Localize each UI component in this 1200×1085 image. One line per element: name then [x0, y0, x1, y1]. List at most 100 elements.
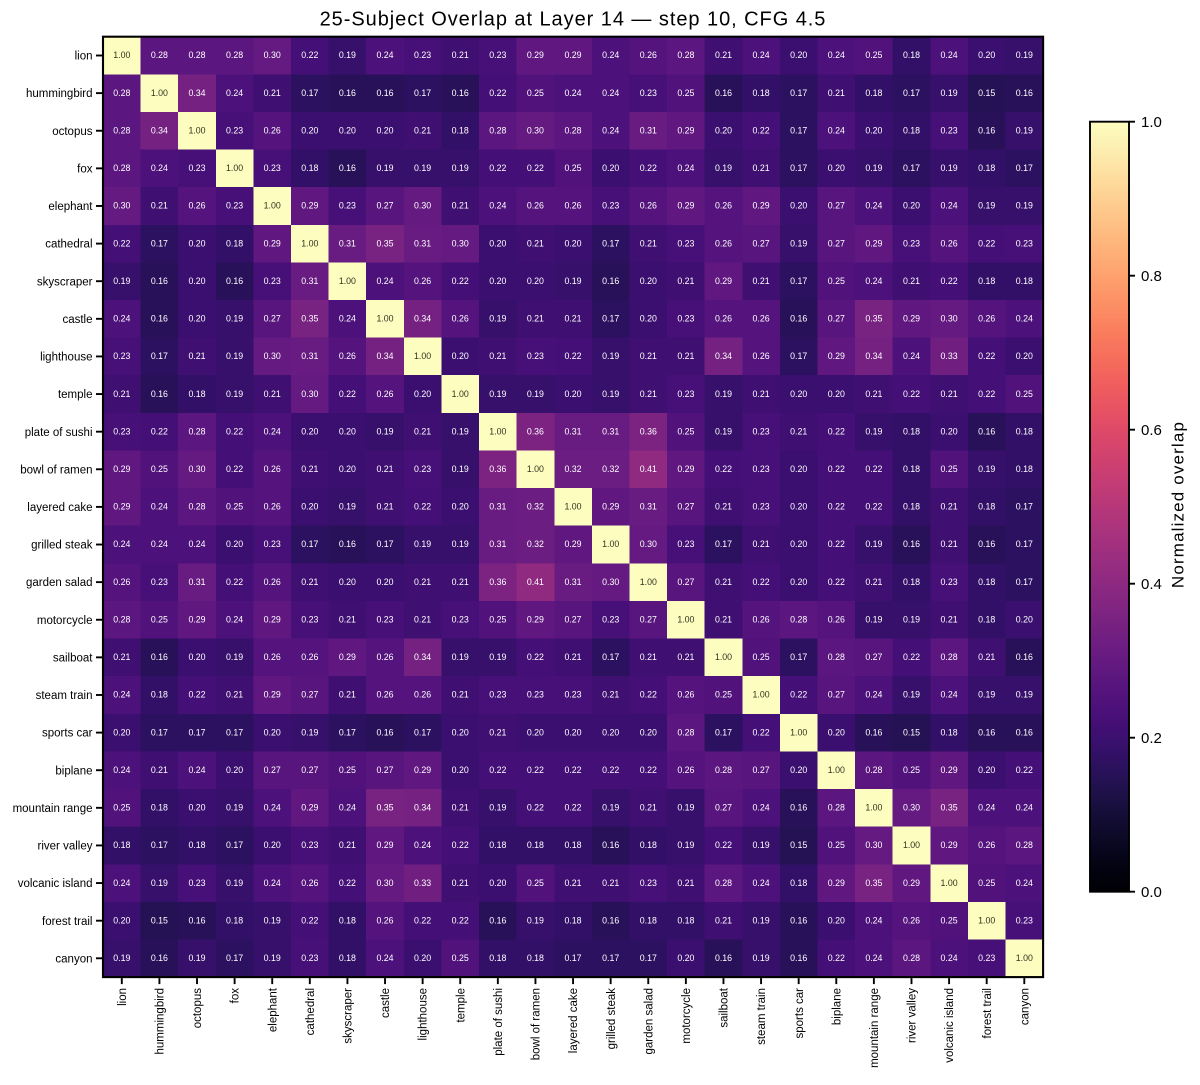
svg-text:0.24: 0.24: [376, 953, 393, 963]
svg-text:0.28: 0.28: [715, 878, 732, 888]
svg-text:0.35: 0.35: [376, 238, 393, 248]
svg-text:0.29: 0.29: [527, 614, 544, 624]
svg-text:0.22: 0.22: [151, 426, 168, 436]
svg-text:0.24: 0.24: [264, 878, 281, 888]
svg-text:0.26: 0.26: [414, 276, 431, 286]
svg-text:0.26: 0.26: [376, 915, 393, 925]
svg-text:0.15: 0.15: [978, 88, 995, 98]
svg-text:0.30: 0.30: [941, 314, 958, 324]
svg-text:1.00: 1.00: [376, 314, 393, 324]
svg-text:0.19: 0.19: [602, 351, 619, 361]
svg-text:0.26: 0.26: [376, 690, 393, 700]
svg-text:0.29: 0.29: [828, 878, 845, 888]
svg-text:0.16: 0.16: [978, 426, 995, 436]
svg-text:0.27: 0.27: [865, 652, 882, 662]
svg-text:0.22: 0.22: [339, 878, 356, 888]
svg-text:0.22: 0.22: [753, 577, 770, 587]
svg-text:0.23: 0.23: [903, 238, 920, 248]
svg-text:0.21: 0.21: [677, 351, 694, 361]
svg-text:0.28: 0.28: [226, 50, 243, 60]
svg-text:0.22: 0.22: [640, 690, 657, 700]
svg-text:0.31: 0.31: [564, 426, 581, 436]
svg-text:0.23: 0.23: [602, 614, 619, 624]
svg-text:0.26: 0.26: [978, 840, 995, 850]
svg-text:0.29: 0.29: [753, 201, 770, 211]
svg-text:0.21: 0.21: [376, 464, 393, 474]
svg-text:0.25: 0.25: [753, 652, 770, 662]
svg-text:0.20: 0.20: [301, 125, 318, 135]
svg-text:0.26: 0.26: [339, 351, 356, 361]
svg-text:0.19: 0.19: [489, 389, 506, 399]
svg-text:0.31: 0.31: [640, 125, 657, 135]
svg-text:0.23: 0.23: [677, 238, 694, 248]
svg-text:0.21: 0.21: [452, 803, 469, 813]
svg-text:0.25: 0.25: [865, 50, 882, 60]
svg-text:0.23: 0.23: [677, 539, 694, 549]
svg-text:0.18: 0.18: [527, 953, 544, 963]
svg-text:0.28: 0.28: [113, 125, 130, 135]
svg-text:0.21: 0.21: [414, 577, 431, 587]
svg-text:grilled steak: grilled steak: [31, 540, 93, 552]
svg-text:0.25: 0.25: [903, 765, 920, 775]
svg-text:0.25: 0.25: [527, 88, 544, 98]
svg-text:0.23: 0.23: [941, 577, 958, 587]
svg-text:0.30: 0.30: [376, 878, 393, 888]
svg-text:0.22: 0.22: [527, 163, 544, 173]
svg-text:0.23: 0.23: [339, 201, 356, 211]
svg-text:0.20: 0.20: [301, 502, 318, 512]
svg-text:0.26: 0.26: [264, 125, 281, 135]
svg-text:0.22: 0.22: [828, 577, 845, 587]
svg-text:0.18: 0.18: [188, 840, 205, 850]
svg-text:0.18: 0.18: [151, 690, 168, 700]
svg-text:0.28: 0.28: [564, 125, 581, 135]
svg-text:0.20: 0.20: [640, 276, 657, 286]
svg-text:1.00: 1.00: [602, 539, 619, 549]
svg-text:0.24: 0.24: [602, 88, 619, 98]
svg-text:0.28: 0.28: [715, 765, 732, 775]
svg-text:0.18: 0.18: [527, 840, 544, 850]
svg-text:0.36: 0.36: [489, 464, 506, 474]
svg-text:0.34: 0.34: [715, 351, 732, 361]
svg-text:25-Subject Overlap at Layer 14: 25-Subject Overlap at Layer 14 — step 10…: [320, 9, 827, 31]
svg-text:0.24: 0.24: [941, 50, 958, 60]
svg-text:1.00: 1.00: [677, 614, 694, 624]
svg-text:0.23: 0.23: [753, 426, 770, 436]
svg-text:0.26: 0.26: [828, 614, 845, 624]
svg-text:0.18: 0.18: [978, 577, 995, 587]
svg-text:0.15: 0.15: [790, 840, 807, 850]
svg-text:hummingbird: hummingbird: [26, 88, 92, 100]
svg-text:0.26: 0.26: [264, 502, 281, 512]
svg-text:0.30: 0.30: [113, 201, 130, 211]
svg-text:0.17: 0.17: [790, 163, 807, 173]
svg-text:0.30: 0.30: [640, 539, 657, 549]
svg-text:lighthouse: lighthouse: [418, 988, 430, 1040]
svg-text:0.19: 0.19: [715, 426, 732, 436]
svg-text:0.31: 0.31: [188, 577, 205, 587]
svg-text:0.24: 0.24: [1016, 314, 1033, 324]
svg-text:0.30: 0.30: [903, 803, 920, 813]
svg-text:0.17: 0.17: [715, 539, 732, 549]
svg-text:0.24: 0.24: [564, 88, 581, 98]
svg-text:0.21: 0.21: [677, 652, 694, 662]
svg-text:0.24: 0.24: [151, 539, 168, 549]
svg-text:0.28: 0.28: [113, 88, 130, 98]
svg-text:0.34: 0.34: [865, 351, 882, 361]
svg-text:0.21: 0.21: [941, 389, 958, 399]
svg-text:0.24: 0.24: [1016, 878, 1033, 888]
svg-text:1.00: 1.00: [489, 426, 506, 436]
svg-text:0.36: 0.36: [640, 426, 657, 436]
svg-text:0.26: 0.26: [113, 577, 130, 587]
svg-text:0.23: 0.23: [301, 614, 318, 624]
svg-text:lion: lion: [75, 51, 93, 63]
svg-text:0.18: 0.18: [903, 577, 920, 587]
svg-text:0.20: 0.20: [828, 389, 845, 399]
svg-text:0.20: 0.20: [640, 314, 657, 324]
svg-text:0.26: 0.26: [301, 652, 318, 662]
svg-text:0.24: 0.24: [113, 314, 130, 324]
svg-text:0.24: 0.24: [941, 201, 958, 211]
svg-text:0.16: 0.16: [151, 276, 168, 286]
svg-text:0.21: 0.21: [640, 351, 657, 361]
svg-text:0.17: 0.17: [151, 351, 168, 361]
svg-text:0.22: 0.22: [865, 502, 882, 512]
svg-text:layered cake: layered cake: [568, 988, 580, 1053]
